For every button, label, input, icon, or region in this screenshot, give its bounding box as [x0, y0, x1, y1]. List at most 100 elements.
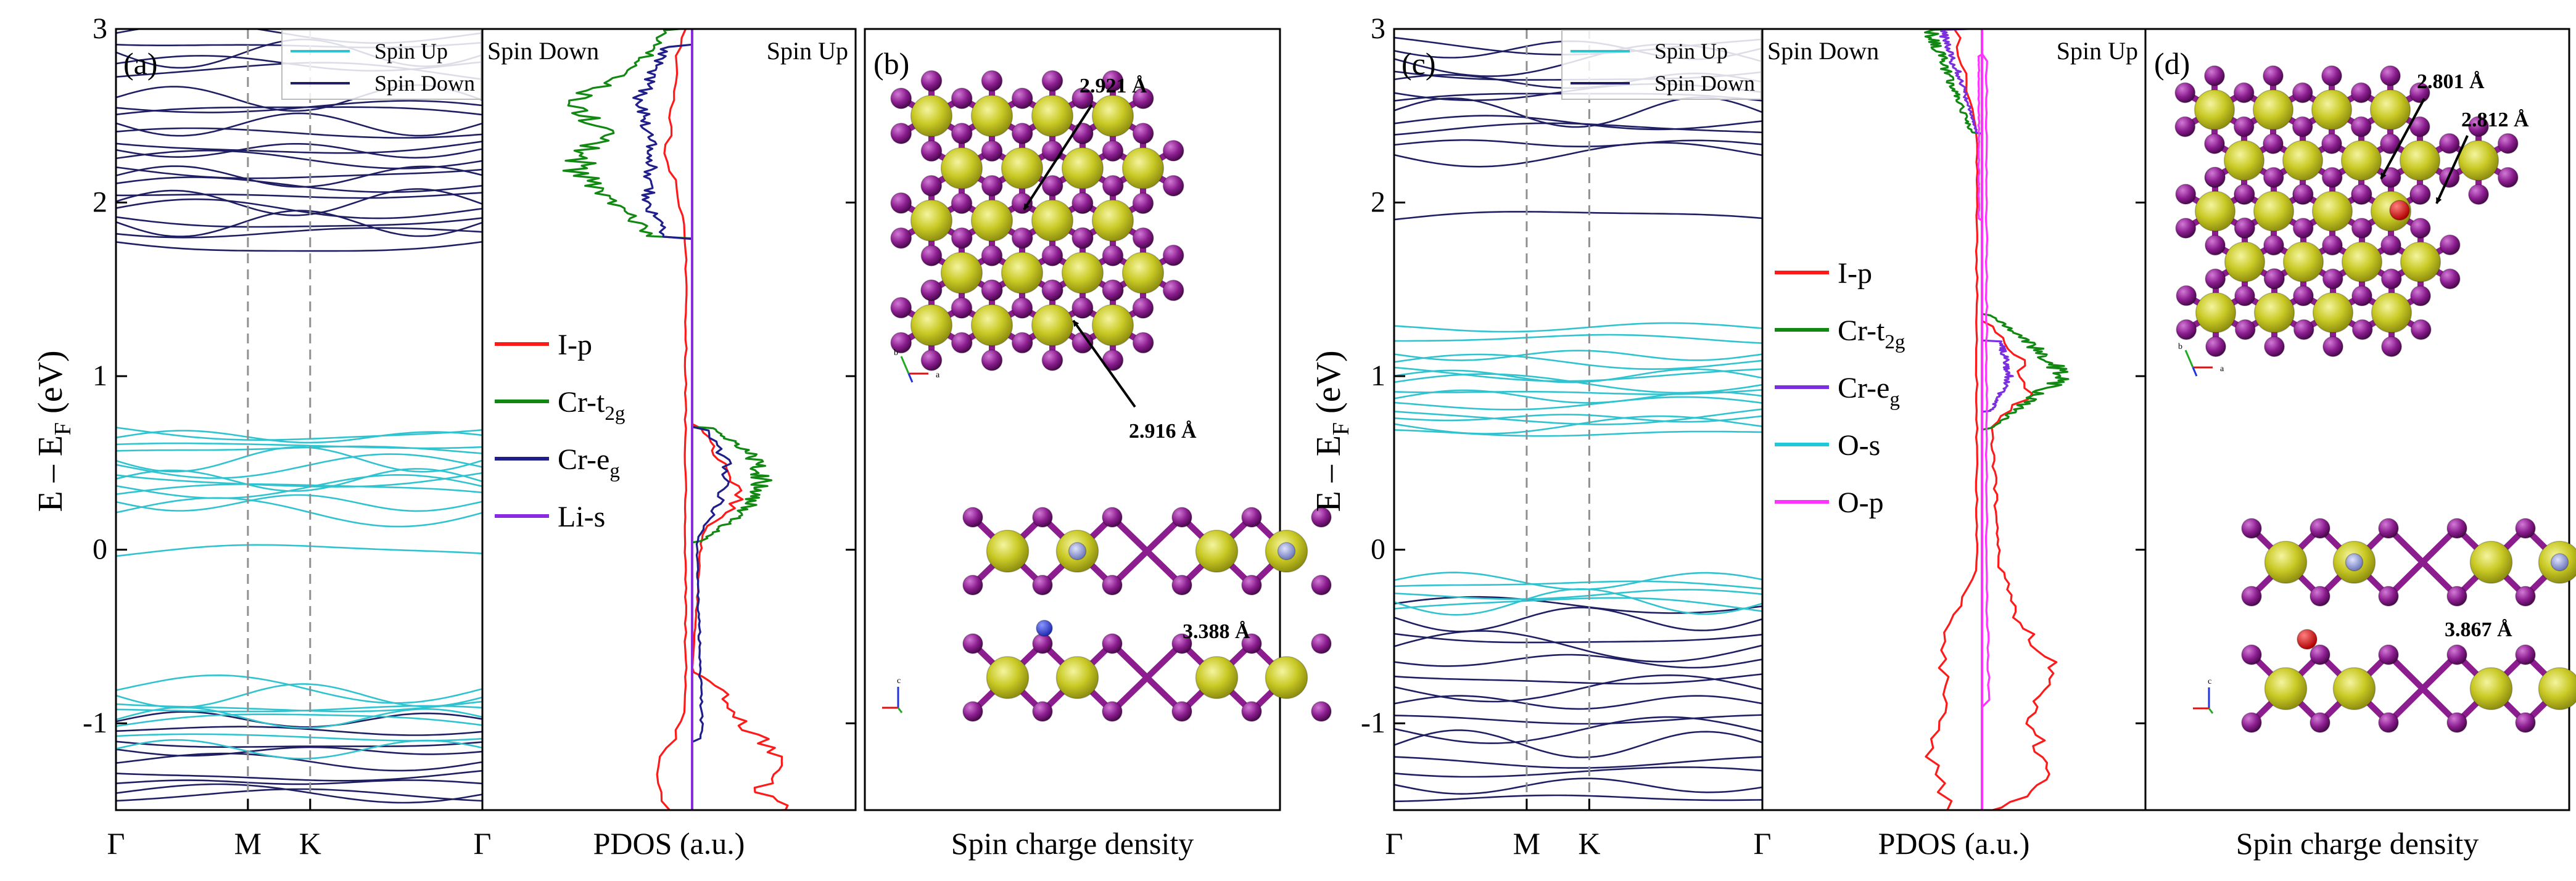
pdos-legend-label-main: Cr-e: [558, 443, 609, 476]
i-atom: [2293, 319, 2314, 340]
i-atom: [920, 279, 943, 301]
i-atom: [1132, 192, 1154, 215]
i-atom: [2380, 166, 2401, 188]
band-line: [1394, 350, 1762, 361]
axis-b: [2208, 708, 2214, 714]
band-line: [1394, 716, 1762, 744]
y-axis-label: E – EF (eV): [31, 350, 76, 512]
cr-atom: [2332, 667, 2376, 710]
cr-atom: [2282, 140, 2324, 181]
i-atom: [1032, 701, 1053, 722]
band-line: [1394, 353, 1762, 371]
i-atom: [2234, 217, 2255, 239]
y-axis-label: E – EF (eV): [1310, 350, 1354, 512]
i-atom: [2351, 184, 2372, 205]
band-line: [116, 192, 482, 199]
i-atom: [2293, 285, 2314, 306]
pdos-legend-label-main: O-s: [1838, 429, 1880, 462]
cr-atom: [910, 304, 953, 346]
cr-atom: [2469, 667, 2513, 710]
i-atom: [2410, 319, 2432, 340]
i-atom: [920, 349, 943, 371]
axis-c: [907, 373, 914, 383]
band-line: [1394, 334, 1762, 344]
distance-annotation: 3.388 Å: [1183, 620, 1250, 643]
o-atom: [2389, 200, 2410, 221]
i-atom: [2380, 65, 2401, 86]
i-atom: [1162, 140, 1184, 162]
i-atom: [2321, 65, 2342, 86]
i-atom: [2241, 712, 2262, 733]
band-line: [116, 127, 482, 139]
axis-label-a: a: [936, 371, 940, 380]
i-atom: [2204, 65, 2225, 86]
band-line: [1394, 589, 1762, 600]
i-atom: [890, 88, 912, 109]
band-line: [116, 112, 482, 137]
i-atom: [1311, 507, 1332, 528]
pdos-legend-label-sub: g: [1889, 388, 1900, 411]
i-atom: [890, 123, 912, 144]
band-line: [116, 468, 482, 492]
cr-atom: [1031, 199, 1074, 242]
band-line: [116, 483, 482, 495]
distance-annotation: 2.921 Å: [1080, 75, 1147, 97]
pdos-curve-i-p-up: [1981, 315, 2058, 810]
legend-label-spin-down: Spin Down: [1654, 71, 1755, 96]
i-atom: [2292, 184, 2314, 205]
distance-annotation: 3.867 Å: [2445, 618, 2512, 641]
i-atom: [2446, 644, 2467, 665]
i-atom: [2176, 285, 2197, 306]
cr-atom: [2311, 89, 2353, 131]
band-line: [1394, 607, 1762, 633]
i-atom: [1011, 227, 1033, 249]
i-atom: [962, 701, 983, 722]
i-atom: [2410, 285, 2431, 306]
pdos-curve-i-p-down: [656, 29, 688, 810]
band-line: [116, 674, 482, 704]
i-atom: [1071, 297, 1094, 319]
structure-panel-d: b a c: [2144, 28, 2576, 811]
i-atom: [2378, 712, 2399, 733]
distance-annotation: 2.916 Å: [1129, 420, 1197, 443]
band-line: [116, 713, 482, 727]
annotation-arrow: [1023, 104, 1093, 211]
band-line: [116, 141, 482, 154]
legend-label-spin-up: Spin Up: [374, 39, 448, 64]
band-line: [116, 472, 482, 488]
cr-atom: [986, 530, 1030, 573]
panel-label: (b): [873, 46, 909, 81]
i-atom: [2322, 268, 2343, 290]
bands-a: [116, 29, 482, 804]
x-tick-label: K: [299, 826, 321, 861]
i-atom: [1102, 245, 1124, 266]
cr-atom: [2253, 191, 2295, 232]
i-atom: [920, 140, 943, 162]
x-tick-label: Γ: [474, 826, 492, 861]
cr-atom: [2223, 140, 2265, 181]
i-atom: [2233, 82, 2255, 104]
y-axis-label-unit: (eV): [1310, 350, 1348, 422]
band-line: [116, 430, 482, 444]
pdos-curve-o-p-up: [1981, 46, 1991, 715]
band-line: [1394, 414, 1762, 423]
o-atom: [2297, 629, 2318, 650]
i-atom: [981, 245, 1003, 266]
i-atom: [2515, 644, 2536, 665]
band-line: [116, 752, 482, 772]
pdos-curve-cr-t2g-up: [691, 419, 773, 550]
i-atom: [890, 192, 912, 214]
cr-atom: [2469, 541, 2513, 584]
i-atom: [1132, 297, 1154, 319]
cr-atom: [1265, 656, 1308, 699]
y-tick-label: 2: [1371, 186, 1385, 219]
i-atom: [1071, 88, 1094, 109]
cr-atom: [1195, 656, 1239, 699]
i-atom: [1032, 633, 1053, 654]
i-atom: [2322, 234, 2343, 256]
annotation-arrow: [2380, 98, 2425, 179]
band-line: [1394, 115, 1762, 131]
band-line: [116, 240, 482, 252]
band-line: [116, 769, 482, 782]
cr-atom: [2252, 89, 2294, 131]
